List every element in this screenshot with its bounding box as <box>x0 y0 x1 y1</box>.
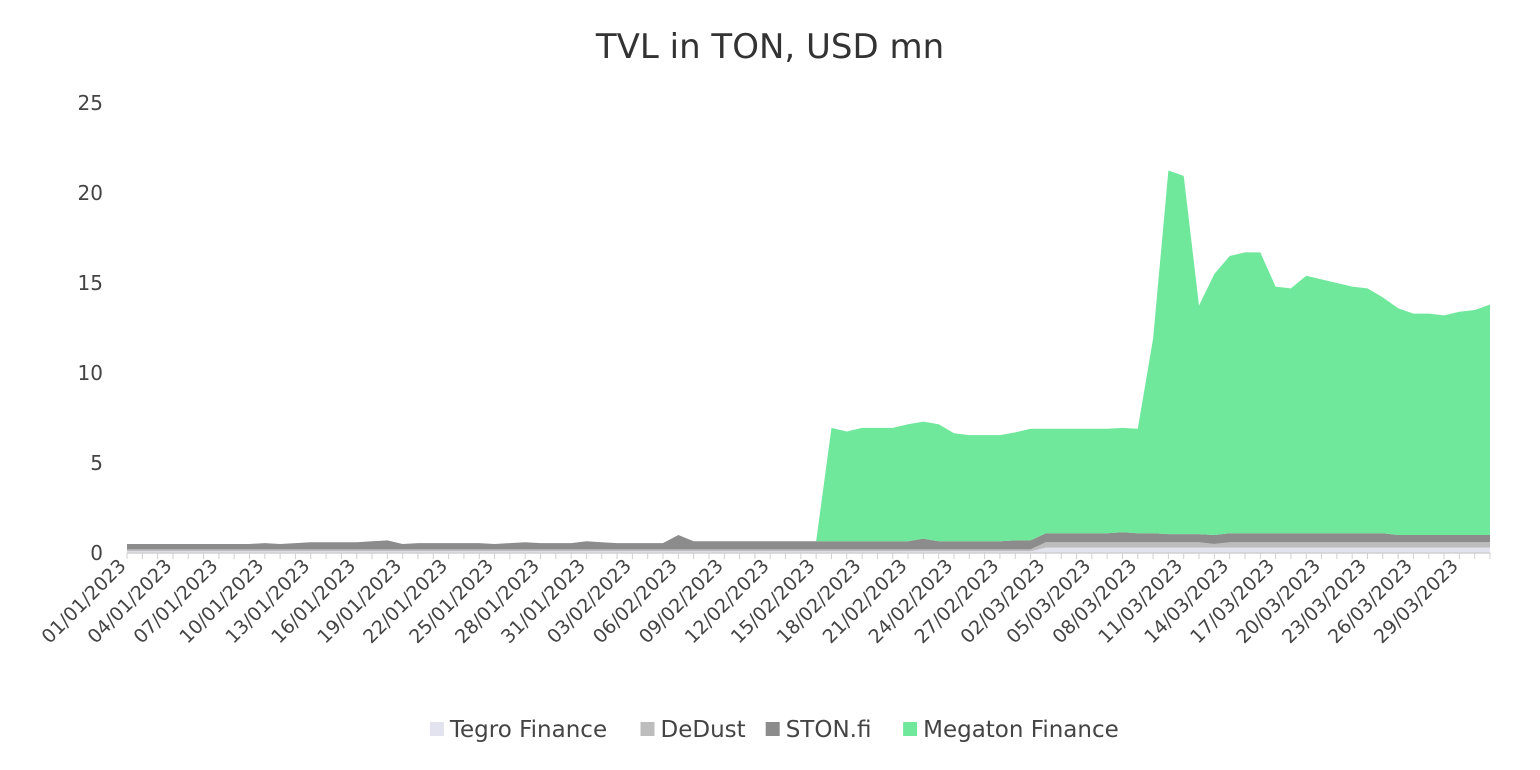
y-tick-label: 15 <box>78 271 103 295</box>
y-axis: 0 5 10 15 20 25 <box>78 91 103 565</box>
x-axis: 01/01/202304/01/202307/01/202310/01/2023… <box>38 552 1491 648</box>
legend-label-tegro-finance: Tegro Finance <box>449 717 607 743</box>
stacked-areas <box>127 170 1490 553</box>
y-tick-label: 20 <box>78 181 103 205</box>
legend: Tegro Finance DeDust STON.fi Megaton Financ… <box>429 717 1119 743</box>
legend-label-ston-fi: STON.fi <box>786 717 872 743</box>
y-tick-label: 25 <box>78 91 103 115</box>
legend-swatch-tegro-finance <box>429 722 444 736</box>
series-area-megaton-finance <box>127 170 1490 544</box>
series-area-ston-fi <box>127 532 1490 550</box>
legend-label-dedust: DeDust <box>661 717 746 743</box>
y-tick-label: 5 <box>90 451 103 475</box>
legend-swatch-dedust <box>640 722 655 736</box>
chart-title: TVL in TON, USD mn <box>595 27 944 67</box>
y-tick-label: 0 <box>90 541 103 565</box>
series-area-dedust <box>127 542 1490 552</box>
legend-label-megaton-finance: Megaton Finance <box>923 717 1119 743</box>
series-area-tegro-finance <box>127 547 1490 553</box>
legend-swatch-ston-fi <box>765 722 780 736</box>
legend-swatch-megaton-finance <box>903 722 918 736</box>
y-tick-label: 10 <box>78 361 103 385</box>
